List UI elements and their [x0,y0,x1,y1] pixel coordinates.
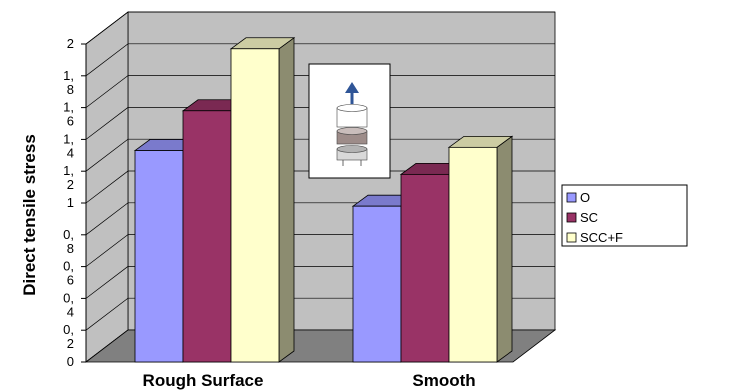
y-axis: 0 0, 2 0, 4 0, 6 0, 8 1 1, 2 1, 4 1, 6 1, 8 2 [63,36,87,369]
y-axis-title: Direct tensile stress [20,134,39,296]
legend-label: O [580,190,590,205]
y-tick-label: 0, 2 [63,322,74,351]
gridline [85,138,555,172]
legend-label: SC [580,210,598,225]
legend-entry: SCC+F [566,230,623,245]
y-tick-label: 1, 8 [63,68,74,97]
y-tick-label: 0 [67,354,74,369]
y-tick-label: 2 [67,36,74,51]
x-tick-label: Smooth [412,371,475,390]
legend: O SC SCC+F [561,184,688,247]
bar-front [400,173,450,363]
y-tick-label: 1, 2 [63,163,74,192]
bar [447,135,514,363]
y-tick-label: 0, 4 [63,290,74,319]
gridline [85,107,555,140]
gridline [85,11,555,45]
x-axis: Rough Surface Smooth [143,371,476,390]
y-tick-label: 0, 6 [63,259,74,288]
bar-side [496,135,513,363]
bar-front [134,150,184,363]
bar [229,36,296,363]
bar-front [448,146,498,363]
bar-front [352,205,402,363]
legend-label: SCC+F [580,230,623,245]
x-tick-label: Rough Surface [143,371,264,390]
y-tick-label: 1, 6 [63,100,74,129]
legend-swatch [566,232,577,243]
gridline [85,75,555,108]
bar-side [278,36,295,363]
tensile-test-specimen-icon [308,63,391,179]
legend-box [561,184,688,247]
legend-swatch [566,212,577,223]
legend-swatch [566,192,577,203]
y-tick-label: 1, 4 [63,131,74,160]
y-tick-label: 1 [67,195,74,210]
bar-front [182,110,232,363]
y-tick-label: 0, 8 [63,227,74,256]
bar-front [230,48,280,363]
gridline [85,43,555,77]
legend-entry: SC [566,210,598,225]
legend-entry: O [566,190,590,205]
bars [133,36,514,363]
